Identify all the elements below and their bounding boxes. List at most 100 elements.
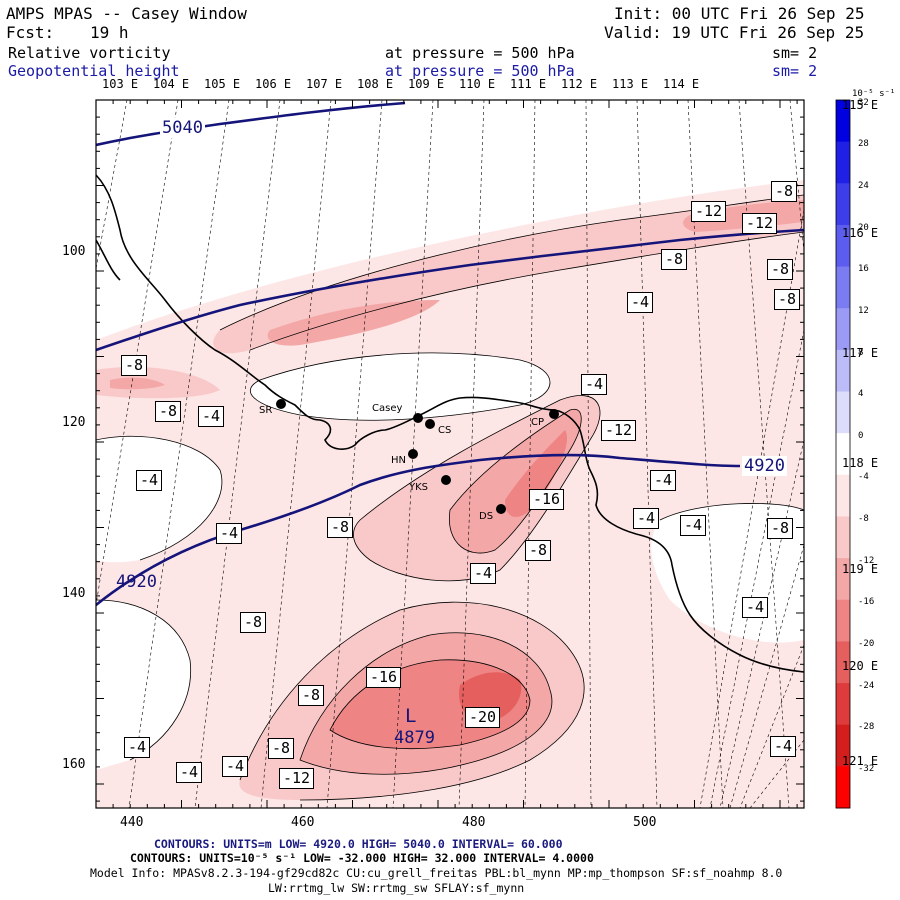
vorticity-label: -4	[770, 736, 797, 757]
station-marker	[276, 399, 286, 409]
colorbar-value: -20	[858, 639, 875, 650]
vorticity-label: -8	[327, 517, 354, 538]
colorbar-swatch	[836, 641, 850, 684]
station-label: SR	[259, 405, 273, 416]
y-tick-160: 160	[62, 757, 86, 772]
colorbar-value: 4	[858, 389, 864, 400]
colorbar-swatch	[836, 224, 850, 268]
vorticity-label: -12	[742, 213, 778, 234]
colorbar-value: -32	[858, 764, 875, 774]
lon-label-121: 121 E	[842, 754, 879, 768]
vorticity-label: -4	[136, 470, 163, 491]
field1-smoothing: sm= 2	[772, 44, 818, 62]
station-marker	[441, 475, 451, 485]
vorticity-label: -8	[155, 401, 182, 422]
vorticity-label: -8	[121, 355, 148, 376]
vorticity-label: -8	[767, 259, 794, 280]
plot-title: AMPS MPAS -- Casey Window	[6, 4, 247, 23]
station-marker	[496, 504, 506, 514]
station-marker	[413, 413, 423, 423]
graticule	[96, 100, 804, 808]
vorticity-label: -8	[661, 249, 688, 270]
station-label: Casey	[372, 403, 403, 414]
colorbar-value: 24	[858, 180, 869, 191]
lon-label-110: 110 E	[459, 77, 496, 91]
station-marker	[425, 419, 435, 429]
field2-level: at pressure = 500 hPa	[385, 62, 575, 80]
vorticity-label: -8	[298, 685, 325, 706]
vorticity-label: -8	[774, 289, 801, 310]
vorticity-label: -4	[650, 470, 677, 491]
station-label: CS	[438, 425, 452, 436]
vorticity-label: -12	[691, 201, 727, 222]
lon-label-117: 117 E	[842, 346, 879, 360]
vorticity-label: -20	[465, 707, 501, 728]
lon-label-113: 113 E	[612, 77, 649, 91]
plot-frame	[95, 99, 805, 809]
station-label: CP	[531, 417, 545, 428]
station-label: YKS	[409, 482, 429, 493]
x-tick-480: 480	[462, 815, 486, 830]
vorticity-label: -4	[124, 737, 151, 758]
colorbar-swatch	[836, 183, 850, 226]
colorbar-value: 12	[858, 305, 869, 316]
coastline	[96, 174, 804, 673]
vorticity-label: -12	[601, 420, 637, 441]
lon-label-116: 116 E	[842, 226, 879, 240]
lon-label-106: 106 E	[255, 77, 292, 91]
colorbar-value: 20	[858, 222, 869, 233]
lon-label-119: 119 E	[842, 562, 879, 576]
station-marker	[408, 449, 418, 459]
colorbar-swatch	[836, 766, 850, 809]
vorticity-label: -4	[222, 756, 249, 777]
footer-model-info-2: LW:rrtmg_lw SW:rrtmg_sw SFLAY:sf_mynn	[268, 881, 525, 895]
field2-smoothing: sm= 2	[772, 62, 818, 80]
height-label-4920-east: 4920	[742, 456, 787, 476]
vorticity-label: -16	[529, 489, 565, 510]
vorticity-label: -4	[742, 597, 769, 618]
colorbar-value: 16	[858, 264, 869, 275]
field1-name: Relative vorticity	[8, 44, 171, 62]
vorticity-shading	[96, 100, 804, 808]
colorbar-units: 10⁻⁵ s⁻¹	[852, 89, 896, 99]
lon-label-118: 118 E	[842, 456, 879, 470]
lon-label-104: 104 E	[153, 77, 190, 91]
colorbar-value: 0	[858, 430, 864, 441]
y-tick-120: 120	[62, 415, 86, 430]
forecast-hour: 19 h	[90, 23, 129, 42]
footer-vorticity-contours: CONTOURS: UNITS=10⁻⁵ s⁻¹ LOW= -32.000 HI…	[130, 851, 594, 865]
vorticity-label: -4	[581, 374, 608, 395]
station-label: DS	[479, 511, 494, 522]
height-contours	[96, 101, 804, 607]
colorbar-swatch	[836, 308, 850, 351]
vorticity-label: -12	[279, 768, 315, 789]
vorticity-label: -4	[680, 515, 707, 536]
height-label-4920-west: 4920	[116, 572, 157, 592]
vorticity-label: -8	[771, 181, 798, 202]
vorticity-label: -8	[525, 540, 552, 561]
colorbar-swatch	[836, 391, 850, 434]
colorbar-value: -28	[858, 722, 875, 733]
colorbar-value: 8	[858, 347, 864, 358]
colorbar-swatch	[836, 100, 850, 143]
lon-label-108: 108 E	[357, 77, 394, 91]
y-tick-100: 100	[62, 244, 86, 259]
lon-label-105: 105 E	[204, 77, 241, 91]
low-center-symbol: L	[405, 705, 417, 727]
x-tick-440: 440	[120, 815, 144, 830]
colorbar	[835, 99, 851, 809]
colorbar-value: -16	[858, 597, 875, 608]
vorticity-label: -8	[240, 612, 267, 633]
lon-label-114: 114 E	[663, 77, 700, 91]
vorticity-label: -4	[216, 523, 243, 544]
colorbar-value: -12	[858, 555, 875, 566]
vorticity-label: -16	[366, 667, 402, 688]
vorticity-label: -4	[176, 762, 203, 783]
colorbar-swatch	[836, 433, 850, 476]
field1-level: at pressure = 500 hPa	[385, 44, 575, 62]
vorticity-label: -4	[633, 508, 660, 529]
footer-height-contours: CONTOURS: UNITS=m LOW= 4920.0 HIGH= 5040…	[154, 837, 563, 851]
low-center-value: 4879	[394, 728, 435, 748]
init-time: Init: 00 UTC Fri 26 Sep 25	[614, 4, 865, 23]
